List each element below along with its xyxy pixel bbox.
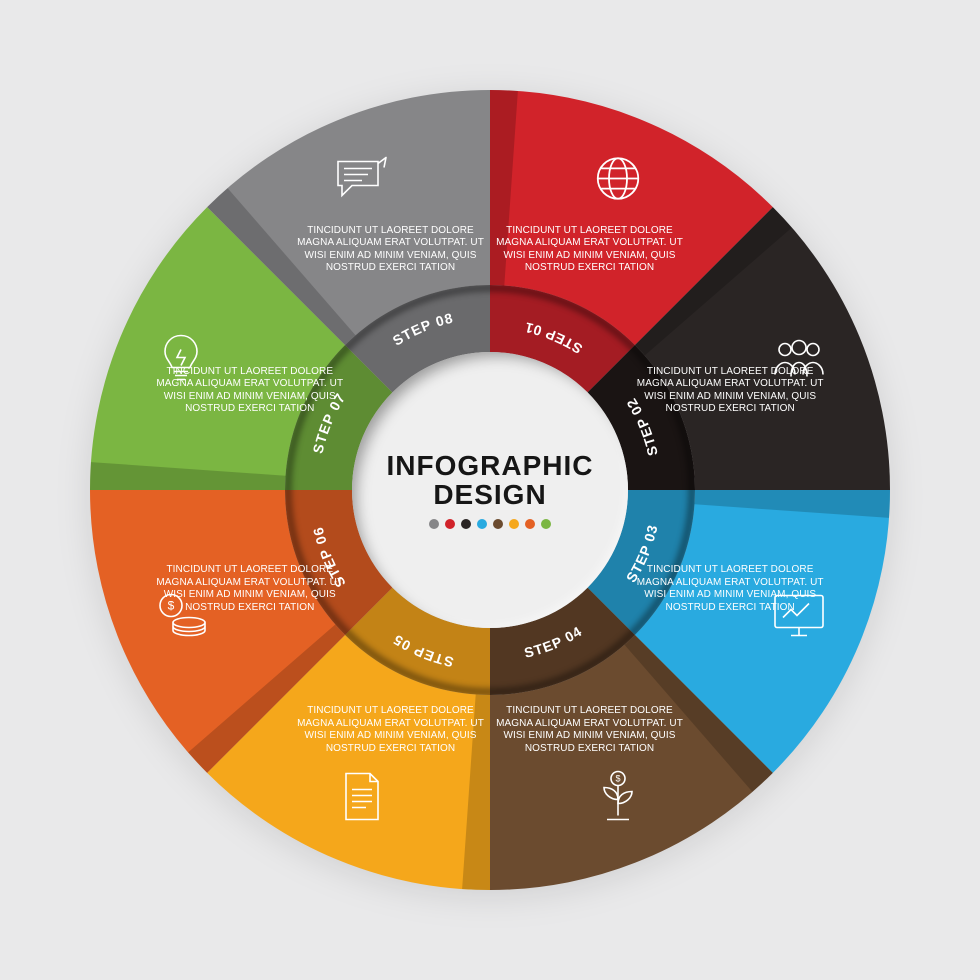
center-disc: INFOGRAPHIC DESIGN (352, 352, 628, 628)
center-title-line1: INFOGRAPHIC (387, 450, 594, 481)
center-dot-5 (493, 519, 503, 529)
segment-text-6: TINCIDUNT UT LAOREET DOLORE MAGNA ALIQUA… (155, 564, 345, 614)
center-title-line2: DESIGN (433, 479, 546, 510)
segment-text-2: TINCIDUNT UT LAOREET DOLORE MAGNA ALIQUA… (635, 366, 825, 416)
segment-text-8: TINCIDUNT UT LAOREET DOLORE MAGNA ALIQUA… (296, 225, 486, 275)
center-dot-row (429, 519, 551, 529)
chat-icon (334, 155, 390, 206)
globe-icon (591, 151, 645, 210)
center-dot-2 (445, 519, 455, 529)
center-dot-1 (429, 519, 439, 529)
infographic-wheel: STEP 01STEP 02STEP 03STEP 04STEP 05STEP … (80, 80, 900, 900)
segment-text-4: TINCIDUNT UT LAOREET DOLORE MAGNA ALIQUA… (494, 705, 684, 755)
center-title: INFOGRAPHIC DESIGN (387, 451, 594, 510)
segment-text-3: TINCIDUNT UT LAOREET DOLORE MAGNA ALIQUA… (635, 564, 825, 614)
center-dot-3 (461, 519, 471, 529)
segment-text-7: TINCIDUNT UT LAOREET DOLORE MAGNA ALIQUA… (155, 366, 345, 416)
center-dot-7 (525, 519, 535, 529)
document-icon (340, 770, 384, 829)
segment-text-1: TINCIDUNT UT LAOREET DOLORE MAGNA ALIQUA… (494, 225, 684, 275)
growth-icon: $ (593, 770, 643, 829)
center-dot-4 (477, 519, 487, 529)
center-dot-6 (509, 519, 519, 529)
segment-text-5: TINCIDUNT UT LAOREET DOLORE MAGNA ALIQUA… (296, 705, 486, 755)
center-dot-8 (541, 519, 551, 529)
svg-text:$: $ (616, 774, 621, 784)
